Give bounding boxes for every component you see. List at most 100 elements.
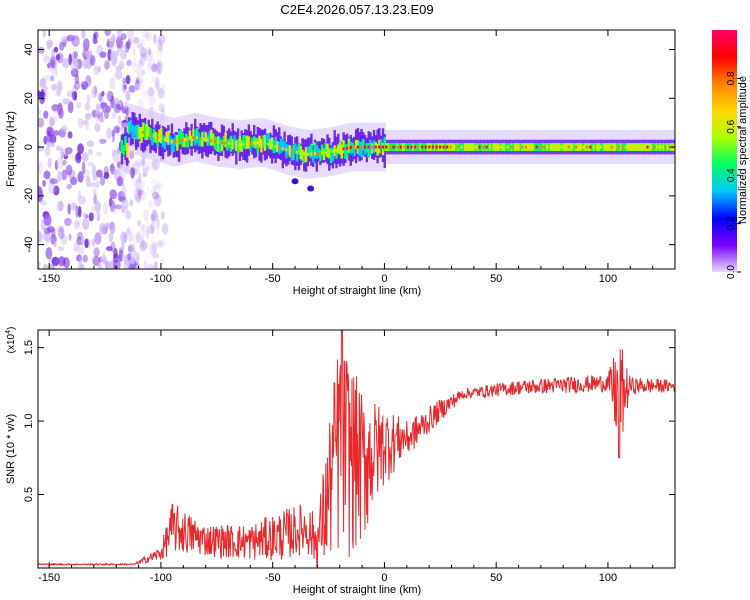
spectrogram-ridge-cell	[278, 146, 281, 150]
spectrogram-noise-blob	[73, 60, 79, 68]
spectrogram-noise-blob	[42, 30, 46, 38]
spectrogram-core-cell	[269, 138, 272, 150]
spectrogram-noise-blob	[49, 134, 57, 144]
colorbar-tick-label: 0.8	[726, 71, 737, 85]
spectrogram-core-cell	[270, 137, 274, 150]
spectrogram-core-cell	[244, 135, 247, 150]
spectrogram-noise-blob	[126, 227, 130, 235]
spectrogram-noise-blob	[88, 212, 94, 222]
spectrogram-noise-blob	[101, 90, 105, 97]
spectrogram-noise-blob	[114, 204, 123, 210]
spectrogram-envelope-cell	[170, 123, 174, 152]
spectrogram-noise-blob	[46, 225, 55, 233]
spectrogram-noise-blob	[142, 159, 147, 172]
spectrogram-noise-blob	[128, 264, 135, 269]
spectrogram-core-cell	[615, 143, 619, 151]
spectrogram-noise-blob	[133, 36, 140, 44]
spectrogram-noise-blob	[129, 199, 134, 207]
spectrogram-y-tick-label: -40	[23, 237, 35, 253]
spectrogram-ridge-cell	[585, 145, 588, 149]
spectrogram-ridge-cell	[263, 141, 266, 145]
spectrogram-noise-blob	[160, 211, 165, 220]
spectrogram-noise-blob	[58, 256, 66, 267]
spectrogram-noise-blob	[79, 255, 83, 268]
spectrogram-ridge-cell	[664, 145, 667, 149]
spectrogram-ridge-cell	[345, 146, 349, 150]
spectrogram-noise-blob	[77, 205, 82, 218]
spectrogram-ridge-cell	[628, 145, 631, 149]
spectrogram-noise-blob	[98, 116, 105, 123]
spectrogram-ridge-cell	[170, 140, 173, 144]
spectrogram-noise-blob	[49, 56, 57, 70]
spectrogram-noise-blob	[44, 237, 52, 244]
spectrogram-noise-blob	[141, 69, 146, 76]
snr-frame	[37, 329, 676, 569]
spectrogram-noise-blob	[150, 187, 157, 195]
spectrogram-ridge-cell	[392, 145, 395, 149]
spectrogram-core-cell	[383, 137, 386, 152]
spectrogram-ridge-cell	[142, 130, 145, 134]
spectrogram-noise-blob	[116, 161, 121, 168]
spectrogram-noise-blob	[152, 252, 160, 259]
spectrogram-ridge-cell	[535, 145, 538, 149]
spectrogram-core-cell	[199, 137, 202, 147]
spectrogram-noise-blob	[116, 176, 124, 187]
spectrogram-core-cell	[290, 148, 293, 161]
snr-x-tick-label: 0	[381, 572, 387, 584]
spectrogram-envelope-cell	[133, 112, 136, 138]
spectrogram-noise-blob	[38, 261, 41, 269]
spectrogram-core-cell	[648, 143, 651, 151]
spectrogram-core-cell	[394, 143, 397, 151]
spectrogram-ridge-cell	[614, 145, 617, 149]
spectrogram-noise-blob	[70, 202, 77, 211]
spectrogram-noise-blob	[104, 60, 110, 70]
spectrogram-noise-blob	[139, 180, 146, 188]
spectrogram-noise-blob	[54, 65, 58, 77]
spectrogram-noise-blob	[148, 94, 156, 107]
spectrogram-ridge-cell	[388, 145, 392, 149]
spectrogram-core-cell	[188, 130, 192, 141]
spectrogram-noise-blob	[64, 147, 73, 155]
spectrogram-noise-blob	[91, 238, 96, 247]
spectrogram-ridge-cell	[546, 145, 549, 149]
spectrogram-ridge-cell	[235, 142, 238, 146]
spectrogram-ridge-cell	[231, 142, 234, 146]
spectrogram-ridge-cell	[320, 151, 324, 155]
spectrogram-ridge-cell	[249, 142, 252, 145]
spectrogram-core-cell	[136, 124, 140, 140]
spectrogram-core-cell	[565, 143, 569, 151]
spectrogram-noise-blob	[148, 200, 154, 209]
spectrogram-noise-blob	[149, 50, 155, 58]
spectrogram-core-cell	[167, 130, 170, 145]
spectrogram-ridge-cell	[177, 139, 181, 143]
spectrogram-core-cell	[497, 143, 501, 151]
spectrogram-noise-blob	[75, 153, 82, 164]
spectrogram-noise-blob	[127, 30, 134, 39]
spectrogram-ridge-cell	[467, 145, 470, 149]
spectrogram-noise-blob	[47, 157, 52, 169]
spectrogram-core-cell	[192, 128, 195, 141]
spectrogram-noise-blob	[138, 190, 146, 201]
spectrogram-ridge-cell	[288, 149, 291, 153]
spectrogram-ridge-cell	[481, 145, 485, 149]
spectrogram-core-cell	[465, 143, 469, 151]
spectrogram-core-cell	[405, 143, 408, 151]
spectrogram-noise-blob	[117, 30, 123, 39]
spectrogram-core-cell	[229, 135, 233, 152]
spectrogram-ridge-cell	[213, 140, 216, 143]
snr-y-label: SNR (10 * v/v)	[5, 414, 17, 484]
spectrogram-noise-blob	[125, 210, 132, 220]
spectrogram-core-cell	[160, 127, 163, 144]
spectrogram-core-cell	[458, 143, 462, 151]
spectrogram-core-cell	[390, 143, 394, 151]
spectrogram-ridge-cell	[453, 145, 456, 149]
spectrogram-noise-blob	[157, 88, 165, 99]
spectrogram-noise-blob	[159, 258, 165, 265]
spectrogram-ridge-cell	[617, 145, 620, 149]
spectrogram-noise-blob	[51, 116, 58, 122]
spectrogram-ridge-cell	[306, 152, 309, 156]
spectrogram-noise-blob	[52, 185, 60, 196]
spectrogram-noise-blob	[120, 231, 128, 243]
spectrogram-core-cell	[641, 143, 644, 151]
spectrogram-noise-blob	[132, 62, 139, 74]
